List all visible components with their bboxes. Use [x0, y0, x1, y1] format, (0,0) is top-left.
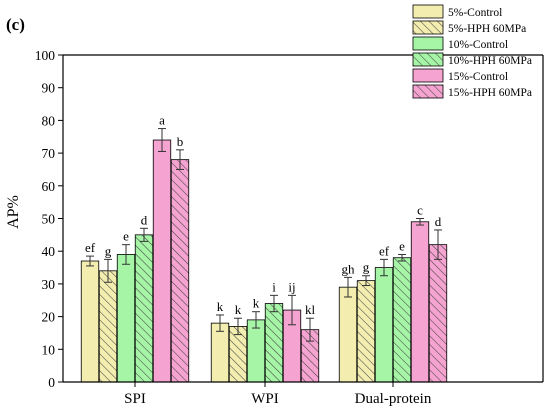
significance-label: ij	[288, 279, 295, 294]
significance-label: d	[141, 212, 148, 227]
bar	[410, 221, 430, 383]
y-axis-ticks: 0 10 20 30 40 50 60 70 80 90 100	[35, 48, 63, 390]
y-tick-label: 20	[42, 310, 56, 325]
significance-label: e	[399, 238, 405, 253]
legend-swatch	[412, 52, 444, 67]
y-tick-label: 10	[42, 342, 56, 357]
y-axis-label: AP%	[5, 195, 22, 229]
significance-label: b	[177, 134, 184, 149]
bar	[356, 280, 376, 383]
bar	[338, 286, 358, 383]
significance-label: k	[235, 302, 242, 317]
x-axis-tick-labels: SPI WPI Dual-protein	[124, 382, 432, 407]
x-tick-label: SPI	[124, 391, 146, 407]
legend-entry: 5%-Control	[448, 7, 502, 19]
legend-swatch	[412, 68, 444, 83]
legend: 5%-Control 5%-HPH 60MPa 10%-Control 10%-HPH…	[412, 4, 532, 99]
significance-label: ef	[379, 243, 390, 258]
bar	[428, 244, 448, 383]
bar	[152, 139, 172, 383]
legend-swatch	[412, 4, 444, 19]
y-tick-label: 60	[42, 179, 56, 194]
bar	[170, 159, 190, 383]
bar	[392, 257, 412, 383]
significance-label: k	[253, 296, 260, 311]
y-tick-label: 0	[48, 375, 55, 390]
y-tick-label: 80	[42, 113, 56, 128]
bar	[374, 267, 394, 383]
significance-label: gh	[342, 261, 356, 276]
bar	[80, 260, 100, 383]
axes	[62, 54, 544, 383]
legend-entry: 10%-HPH 60MPa	[448, 55, 532, 67]
bar	[264, 303, 284, 383]
legend-swatch	[412, 36, 444, 51]
significance-label: d	[435, 214, 442, 229]
significance-label: c	[417, 203, 423, 218]
panel-label: (c)	[6, 15, 25, 34]
legend-entry: 10%-Control	[448, 39, 508, 51]
significance-label: ef	[85, 240, 96, 255]
significance-label: a	[159, 113, 165, 128]
bar	[98, 270, 118, 383]
legend-swatch	[412, 20, 444, 35]
legend-entry: 15%-HPH 60MPa	[448, 87, 532, 99]
legend-entry: 5%-HPH 60MPa	[448, 23, 526, 35]
legend-entry: 15%-Control	[448, 71, 508, 83]
legend-swatch	[412, 84, 444, 99]
x-tick-label: Dual-protein	[355, 391, 432, 407]
significance-label: g	[105, 243, 112, 258]
y-tick-label: 70	[42, 146, 56, 161]
significance-label: i	[272, 279, 276, 294]
y-tick-label: 40	[42, 244, 56, 259]
bar	[210, 322, 230, 383]
y-tick-label: 100	[35, 48, 56, 63]
y-tick-label: 50	[42, 212, 56, 227]
y-tick-label: 90	[42, 81, 56, 96]
x-tick-label: WPI	[251, 391, 279, 407]
significance-label: e	[123, 229, 129, 244]
bar	[246, 319, 266, 383]
y-tick-label: 30	[42, 277, 56, 292]
significance-label: k	[217, 299, 224, 314]
bar	[134, 234, 154, 383]
bar	[116, 254, 136, 383]
significance-label: g	[363, 260, 370, 275]
significance-label: kl	[305, 302, 316, 317]
